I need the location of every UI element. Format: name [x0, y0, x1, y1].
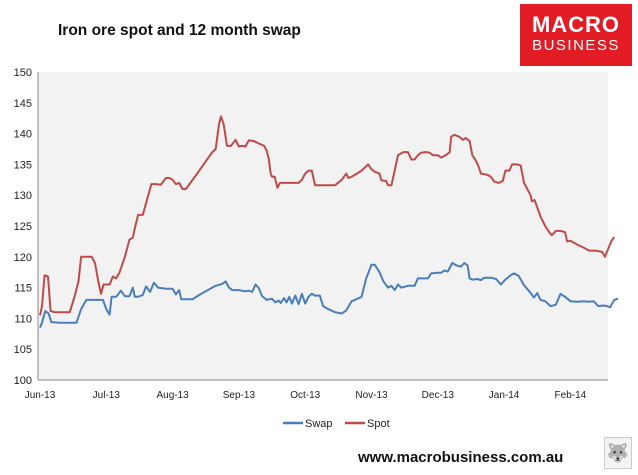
x-tick-label: Sep-13: [223, 390, 256, 401]
footer-url[interactable]: www.macrobusiness.com.au: [358, 449, 564, 466]
y-tick-label: 145: [14, 98, 32, 110]
y-tick-label: 125: [14, 221, 32, 233]
x-tick-label: Dec-13: [422, 390, 455, 401]
series-line-swap: [39, 262, 619, 328]
x-tick-label: Jul-13: [93, 390, 121, 401]
series-lines: [39, 115, 619, 328]
x-tick-label: Nov-13: [355, 390, 388, 401]
y-tick-label: 115: [14, 283, 32, 295]
legend-label-spot: Spot: [367, 418, 390, 430]
y-tick-label: 130: [14, 190, 32, 202]
y-tick-label: 105: [14, 344, 32, 356]
series-line-spot: [39, 115, 616, 316]
y-axis: 100 105 110 115 120 125 130 135 140 145 150: [14, 67, 39, 387]
y-tick-label: 100: [14, 375, 32, 387]
legend-label-swap: Swap: [305, 418, 333, 430]
y-tick-label: 135: [14, 159, 32, 171]
y-tick-label: 150: [14, 67, 32, 79]
y-tick-label: 140: [14, 129, 32, 141]
x-tick-label: Feb-14: [555, 390, 587, 401]
logo-line-1: MACRO: [531, 12, 621, 37]
x-tick-label: Oct-13: [290, 390, 320, 401]
x-tick-label: Jan-14: [489, 390, 520, 401]
chart-title: Iron ore spot and 12 month swap: [58, 22, 301, 39]
wolf-logo-icon: 🐺: [604, 437, 632, 469]
logo-line-2: BUSINESS: [532, 37, 620, 54]
x-axis: Jun-13 Jul-13 Aug-13 Sep-13 Oct-13 Nov-13 Dec-…: [25, 379, 608, 401]
y-tick-label: 110: [14, 313, 32, 325]
x-tick-label: Aug-13: [156, 390, 189, 401]
macrobusiness-logo: MACRO BUSINESS: [520, 4, 632, 66]
legend: Swap Spot: [283, 418, 390, 430]
plot-area: [38, 72, 608, 380]
x-tick-label: Jun-13: [25, 390, 56, 401]
y-tick-label: 120: [14, 252, 32, 264]
